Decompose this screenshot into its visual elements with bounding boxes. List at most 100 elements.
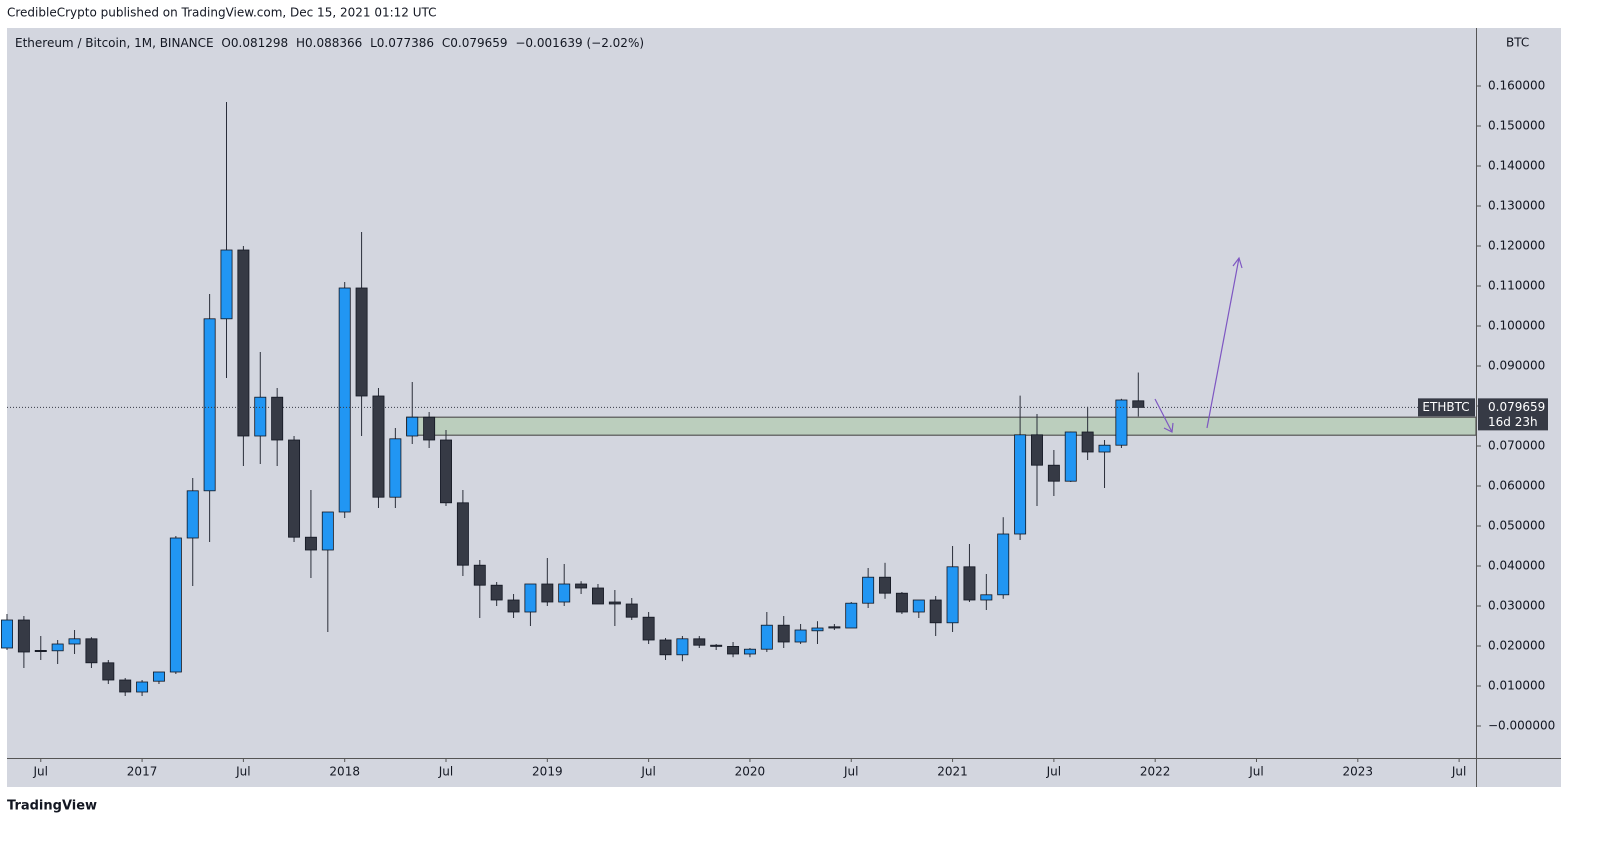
candle-body: [777, 624, 790, 643]
candle-body: [743, 648, 756, 655]
candle-body: [119, 679, 132, 693]
candle-body: [473, 564, 486, 586]
x-tick-label: 2023: [1343, 765, 1374, 779]
candle-body: [68, 638, 81, 645]
time-axis: [7, 759, 1561, 787]
drawings: [1154, 256, 1243, 433]
candle-body: [659, 639, 672, 656]
y-tick-label: 0.140000: [1488, 159, 1545, 173]
candle-body: [440, 439, 452, 504]
x-tick-label: 2019: [532, 765, 563, 779]
candle-body: [710, 644, 723, 647]
candle-body: [169, 537, 182, 673]
arrow: [1154, 398, 1173, 433]
y-tick-label: −0.000000: [1488, 719, 1555, 733]
candle-body: [288, 439, 301, 538]
candle-body: [423, 416, 436, 441]
candle-body: [929, 599, 942, 624]
candle-body: [406, 416, 419, 437]
candle-body: [389, 438, 402, 498]
candle-body: [592, 587, 604, 605]
candle-body: [845, 602, 858, 629]
candle-body: [338, 287, 351, 513]
candle-body: [85, 638, 98, 664]
y-tick-label: 0.050000: [1488, 519, 1545, 533]
candle-body: [879, 576, 891, 594]
candle-body: [963, 566, 976, 601]
x-tick-label: Jul: [1248, 765, 1263, 779]
candle-body: [507, 599, 520, 613]
candle-body: [304, 536, 317, 551]
candle-body: [625, 603, 638, 618]
change: −0.001639 (−2.02%): [515, 36, 644, 50]
candle-body: [271, 396, 284, 441]
candle-body: [321, 511, 334, 551]
price-axis: [1477, 28, 1561, 758]
y-tick-label: 0.130000: [1488, 199, 1545, 213]
arrow-head: [1232, 256, 1243, 269]
ohlc-value: 0.077386: [377, 36, 434, 50]
x-tick-label: Jul: [640, 765, 655, 779]
candle-body: [642, 616, 655, 641]
y-tick-label: 0.010000: [1488, 679, 1545, 693]
candle-body: [51, 643, 64, 652]
x-tick-label: Jul: [235, 765, 250, 779]
candle-body: [676, 638, 689, 656]
candle-body: [102, 662, 115, 681]
ohlc-value: 0.088366: [305, 36, 362, 50]
ohlc-letter: H: [296, 36, 305, 50]
candle-body: [203, 318, 216, 492]
legend: Ethereum / Bitcoin, 1M, BINANCE O0.08129…: [15, 36, 644, 50]
author-line: CredibleCrypto published on TradingView.…: [7, 6, 437, 20]
candle-body: [895, 592, 908, 613]
candle-body: [1, 619, 13, 649]
y-tick-label: 0.110000: [1488, 279, 1545, 293]
symbol-label: ETHBTC: [1422, 400, 1469, 414]
y-tick-label: 0.040000: [1488, 559, 1545, 573]
candle-body: [980, 594, 993, 601]
ohlc-value: 0.079659: [450, 36, 507, 50]
x-tick-label: Jul: [438, 765, 453, 779]
x-tick-label: 2021: [937, 765, 968, 779]
candle-body: [1064, 431, 1077, 482]
x-tick-label: 2020: [735, 765, 766, 779]
candle-body: [1031, 434, 1043, 466]
axis-unit: BTC: [1506, 36, 1529, 50]
candle-body: [372, 395, 385, 498]
ohlc-letter: C: [442, 36, 450, 50]
plot: [1, 102, 1477, 696]
x-tick-label: 2017: [127, 765, 158, 779]
arrow-head: [1163, 422, 1174, 433]
x-tick-label: Jul: [1451, 765, 1466, 779]
candle-body: [558, 583, 571, 603]
candle-body: [355, 287, 368, 397]
y-tick-label: 0.160000: [1488, 79, 1545, 93]
candle-body: [693, 638, 706, 646]
x-tick-label: Jul: [1046, 765, 1061, 779]
candle-body: [727, 646, 740, 655]
candle-body: [1115, 399, 1128, 446]
candle-body: [828, 626, 841, 629]
candle-body: [186, 490, 199, 539]
candle-body: [760, 624, 773, 650]
ohlc-letter: L: [370, 36, 377, 50]
candle-body: [136, 681, 149, 693]
ohlc-letter: O: [221, 36, 230, 50]
arrow: [1206, 257, 1240, 429]
candle-body: [17, 619, 30, 653]
candle-body: [541, 583, 554, 603]
candle-body: [862, 576, 875, 604]
candle-body: [456, 502, 469, 566]
candle-body: [912, 599, 925, 613]
candle-body: [1098, 444, 1111, 453]
y-tick-label: 0.120000: [1488, 239, 1545, 253]
last-price-label: 0.079659: [1488, 400, 1545, 414]
candle-body: [811, 627, 824, 632]
candle-body: [575, 583, 588, 589]
brand: TradingView: [7, 799, 97, 814]
symbol-box: [1418, 398, 1475, 417]
countdown-label: 16d 23h: [1488, 415, 1538, 429]
candle-body: [34, 650, 47, 653]
y-tick-label: 0.060000: [1488, 479, 1545, 493]
candle-body: [152, 671, 165, 682]
